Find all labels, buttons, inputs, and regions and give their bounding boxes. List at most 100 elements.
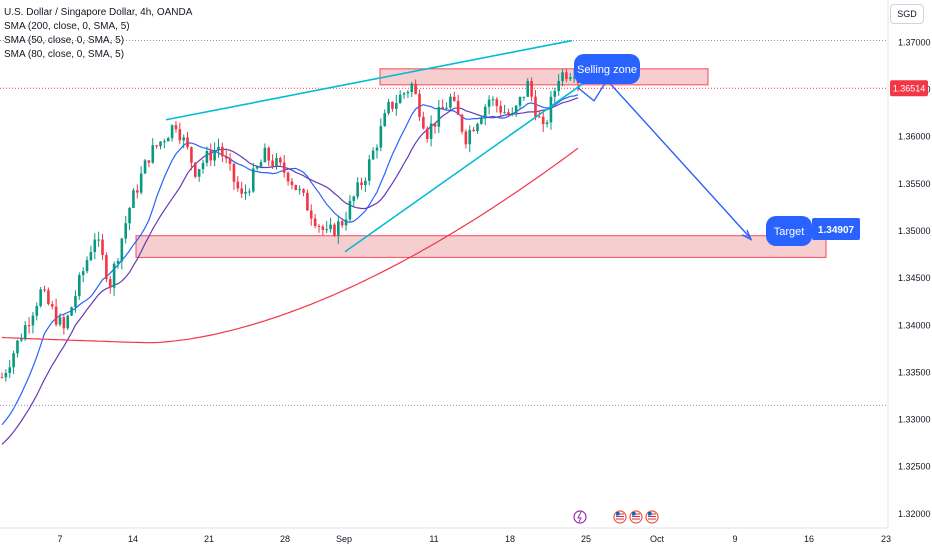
candle-body xyxy=(302,189,305,193)
y-tick-label: 1.33000 xyxy=(898,415,931,425)
candle-body xyxy=(108,279,112,288)
sma80-legend[interactable]: SMA (80, close, 0, SMA, 5) xyxy=(4,49,125,60)
candle-body xyxy=(487,99,491,107)
candle-body xyxy=(406,92,410,94)
candle-body xyxy=(356,182,359,197)
candle-body xyxy=(8,367,12,374)
candle-body xyxy=(124,223,128,239)
sma50-legend[interactable]: SMA (50, close, 0, SMA, 5) xyxy=(4,35,125,46)
candle-body xyxy=(325,229,329,231)
candle-body xyxy=(174,125,178,130)
drawing-tools xyxy=(165,39,753,253)
x-tick-label: 18 xyxy=(505,534,515,544)
annotations: Selling zone Target 1.34907 1.36514 xyxy=(573,54,928,524)
candle-body xyxy=(371,150,375,160)
candle-body xyxy=(286,172,290,182)
candle-body xyxy=(557,81,560,92)
x-tick-label: 9 xyxy=(732,534,737,544)
candle-body xyxy=(62,317,66,329)
candle-body xyxy=(85,260,89,272)
candle-body xyxy=(522,96,526,98)
candle-body xyxy=(166,138,170,142)
candle-body xyxy=(97,239,100,241)
candle-body xyxy=(449,96,452,108)
candle-body xyxy=(279,158,282,163)
candle-body xyxy=(182,137,185,141)
candle-body xyxy=(112,263,116,288)
candle-body xyxy=(240,188,243,194)
candle-body xyxy=(514,105,518,114)
last-price-text: 1.36514 xyxy=(893,83,926,93)
candle-body xyxy=(422,116,425,129)
chart-legend: U.S. Dollar / Singapore Dollar, 4h, OAND… xyxy=(4,6,192,62)
candle-body xyxy=(518,96,522,106)
selling-zone-label-bubble xyxy=(574,54,640,84)
sma200-line xyxy=(1,147,579,344)
currency-button[interactable]: SGD xyxy=(890,4,924,24)
candle-body xyxy=(147,160,151,163)
candle-body xyxy=(23,325,27,340)
candle-body xyxy=(572,77,576,79)
candle-body xyxy=(27,325,31,327)
candle-body xyxy=(4,373,8,378)
candle-body xyxy=(143,160,147,174)
candle-body xyxy=(306,192,309,211)
candle-body xyxy=(128,207,131,224)
symbol-title[interactable]: U.S. Dollar / Singapore Dollar, 4h, OAND… xyxy=(4,7,193,18)
candle-body xyxy=(54,306,58,325)
candle-body xyxy=(534,96,537,117)
selling-zone-box xyxy=(379,68,709,86)
candle-body xyxy=(259,162,263,167)
moving-averages xyxy=(1,94,579,445)
candle-body xyxy=(116,261,120,264)
candle-body xyxy=(526,81,530,97)
candle-body xyxy=(337,221,340,236)
x-tick-label: 25 xyxy=(581,534,591,544)
candle-body xyxy=(170,125,174,139)
candle-body xyxy=(437,107,441,127)
upper-trendline xyxy=(165,39,573,121)
candle-body xyxy=(35,306,39,316)
candle-body xyxy=(383,113,387,127)
candle-body xyxy=(16,340,19,354)
candle-body xyxy=(205,151,209,163)
candle-body xyxy=(379,126,383,148)
selling-zone-label-text: Selling zone xyxy=(577,64,637,76)
chart-grid xyxy=(0,40,888,406)
candle-body xyxy=(93,239,97,252)
candle-body xyxy=(568,77,572,80)
candle-body xyxy=(468,129,472,145)
sma200-legend[interactable]: SMA (200, close, 0, SMA, 5) xyxy=(4,21,130,32)
candle-body xyxy=(483,106,487,119)
y-tick-label: 1.34500 xyxy=(898,273,931,283)
candle-body xyxy=(209,151,213,161)
candle-body xyxy=(197,169,201,177)
candle-body xyxy=(263,147,267,163)
candle-body xyxy=(480,118,483,124)
candle-body xyxy=(43,289,46,291)
target-label-bubble xyxy=(766,216,812,246)
candle-body xyxy=(193,162,197,177)
flag-canton xyxy=(632,512,636,516)
flag-canton xyxy=(648,512,652,516)
candle-body xyxy=(452,96,456,101)
candle-body xyxy=(232,163,236,182)
candle-body xyxy=(433,123,437,127)
candle-body xyxy=(402,93,406,95)
candle-body xyxy=(244,191,247,194)
price-zones xyxy=(135,68,827,258)
x-tick-label: 11 xyxy=(429,534,438,544)
candle-body xyxy=(12,353,15,368)
candle-body xyxy=(418,93,421,117)
target-label-text: Target xyxy=(774,226,805,238)
candle-body xyxy=(139,173,143,193)
y-tick-label: 1.34000 xyxy=(898,320,931,330)
x-tick-label: Sep xyxy=(336,534,352,544)
candle-body xyxy=(414,83,417,94)
candle-body xyxy=(178,129,182,141)
candle-body xyxy=(290,181,294,185)
candle-body xyxy=(78,275,81,297)
candle-body xyxy=(0,377,4,379)
candle-body xyxy=(50,304,54,307)
